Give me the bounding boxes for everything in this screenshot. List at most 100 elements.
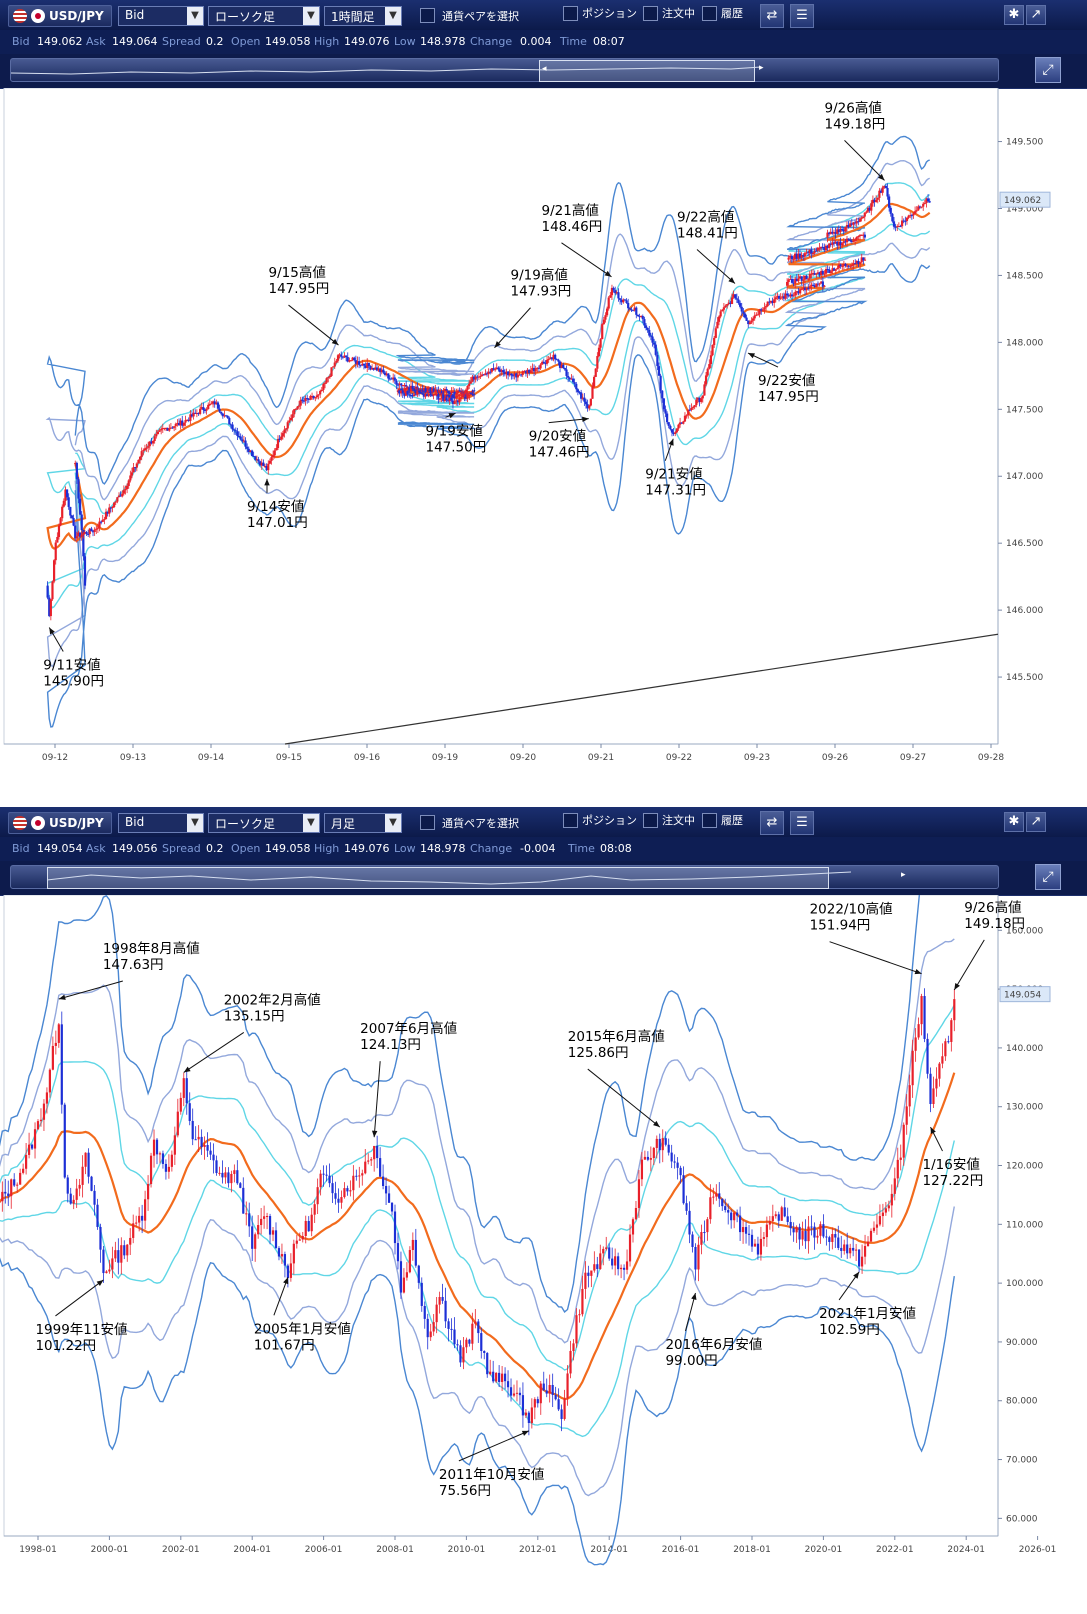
candle-body	[866, 207, 870, 212]
candle-body	[145, 447, 148, 449]
candle-body	[905, 1106, 908, 1125]
price-type-select[interactable]: Bid ▼	[118, 813, 204, 833]
candle-body	[774, 1214, 777, 1217]
orders-checkbox[interactable]	[643, 813, 658, 828]
candle-body	[810, 1226, 813, 1228]
candle-body	[524, 371, 528, 374]
candle-body	[678, 422, 682, 425]
candle-body	[108, 1269, 111, 1272]
timeframe-select[interactable]: 月足 ▼	[324, 813, 402, 833]
candle-body	[782, 296, 786, 299]
candle-body	[146, 1184, 150, 1200]
y-tick-label: 80.000	[1006, 1397, 1038, 1407]
candle-body	[670, 429, 674, 433]
candle-body	[849, 239, 852, 242]
popout-icon[interactable]: ↗	[1026, 5, 1046, 25]
candle-body	[617, 1256, 620, 1270]
chart-swap-icon[interactable]: ⇄	[760, 811, 784, 835]
candle-body	[704, 375, 708, 385]
window-list-icon[interactable]: ☰	[790, 4, 814, 28]
window-list-icon[interactable]: ☰	[790, 811, 814, 835]
candle-body	[636, 314, 640, 317]
select-pair-checkbox[interactable]	[420, 8, 435, 23]
chart-swap-icon[interactable]: ⇄	[760, 4, 784, 28]
chart-type-select[interactable]: ローソク足 ▼	[208, 6, 320, 26]
candle-body	[385, 373, 388, 375]
candle-body	[441, 1297, 444, 1301]
candle-body	[929, 1073, 932, 1105]
history-checkbox[interactable]	[702, 813, 717, 828]
select-pair-checkbox[interactable]	[420, 815, 435, 830]
candle-body	[909, 215, 912, 217]
candle-body	[490, 368, 493, 372]
candle-body	[637, 1179, 641, 1209]
arrow-head	[954, 982, 960, 990]
candle-body	[421, 393, 424, 395]
candle-body	[325, 1174, 328, 1176]
price-type-select[interactable]: Bid ▼	[118, 6, 204, 26]
annotation-price: 147.93円	[511, 284, 572, 300]
popout-icon[interactable]: ↗	[1026, 812, 1046, 832]
plot-area	[3, 895, 999, 1537]
candle-body	[82, 530, 85, 557]
candle-body	[893, 1178, 896, 1194]
chevron-right-icon[interactable]: ▸	[759, 63, 764, 73]
candle-body	[448, 397, 451, 402]
navigator-thumb[interactable]: ◂	[539, 60, 755, 82]
gear-icon[interactable]: ✱	[1004, 5, 1024, 25]
navigator-scrollbar[interactable]: ▸	[10, 865, 999, 889]
timeframe-select[interactable]: 1時間足 ▼	[324, 6, 402, 26]
currency-pair-button[interactable]: USD/JPY	[8, 812, 112, 834]
chevron-right-icon[interactable]: ▸	[901, 870, 906, 880]
candle-body	[387, 1193, 391, 1203]
candle-body	[57, 525, 61, 537]
candle-body	[879, 190, 883, 193]
candle-body	[19, 1172, 22, 1185]
position-checkbox[interactable]	[563, 813, 578, 828]
candle-body	[530, 1407, 533, 1424]
annotation-price: 75.56円	[439, 1483, 491, 1499]
candle-body	[798, 1226, 801, 1240]
candle-body	[789, 1221, 792, 1229]
fullscreen-icon[interactable]: ⤢	[1035, 864, 1061, 890]
candle-body	[786, 293, 789, 296]
position-checkbox[interactable]	[563, 6, 578, 21]
currency-pair-button[interactable]: USD/JPY	[8, 5, 112, 27]
orders-checkbox[interactable]	[643, 6, 658, 21]
candle-body	[265, 1216, 269, 1218]
gear-icon[interactable]: ✱	[1004, 812, 1024, 832]
candle-body	[48, 1069, 51, 1093]
candle-body	[527, 1412, 530, 1424]
candle-body	[123, 1245, 126, 1256]
spread-value: 0.2	[206, 842, 224, 855]
candle-body	[275, 447, 278, 451]
candle-body	[623, 299, 627, 301]
candle-body	[327, 377, 330, 379]
candle-body	[643, 319, 646, 326]
candle-body	[841, 243, 844, 246]
chart-type-select[interactable]: ローソク足 ▼	[208, 813, 320, 833]
candle-body	[331, 1183, 334, 1194]
navigator-thumb[interactable]	[47, 867, 829, 889]
candle-body	[208, 404, 211, 406]
candle-body	[432, 1322, 435, 1332]
navigator-scrollbar[interactable]: ◂ ▸	[10, 58, 999, 82]
candle-body	[325, 378, 328, 383]
candle-body	[730, 297, 734, 304]
history-checkbox[interactable]	[702, 6, 717, 21]
candle-body	[161, 428, 164, 430]
candle-body	[628, 1234, 632, 1262]
candle-body	[216, 402, 220, 409]
candle-body	[129, 475, 132, 481]
annotation-arrow	[288, 304, 339, 346]
candle-body	[60, 1024, 63, 1105]
candle-body	[384, 1186, 388, 1194]
candle-body	[842, 241, 845, 244]
candle-body	[42, 1103, 46, 1120]
fullscreen-icon[interactable]: ⤢	[1035, 57, 1061, 83]
candle-body	[808, 273, 811, 279]
lower-band-1-line	[0, 1140, 955, 1438]
x-tick-label: 09-13	[120, 753, 146, 763]
candle-body	[184, 420, 187, 423]
candle-body	[832, 242, 836, 244]
